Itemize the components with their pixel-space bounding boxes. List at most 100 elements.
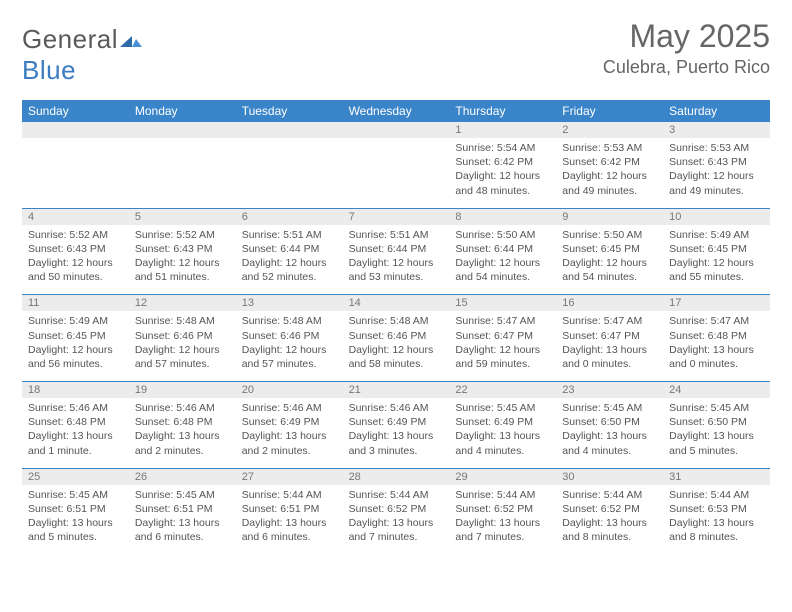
day-cell: Sunrise: 5:46 AMSunset: 6:49 PMDaylight:… bbox=[343, 398, 450, 468]
day-cell: Sunrise: 5:44 AMSunset: 6:52 PMDaylight:… bbox=[556, 485, 663, 555]
day-cell: Sunrise: 5:53 AMSunset: 6:43 PMDaylight:… bbox=[663, 138, 770, 208]
day-cell: Sunrise: 5:54 AMSunset: 6:42 PMDaylight:… bbox=[449, 138, 556, 208]
daylight-text-1: Daylight: 13 hours bbox=[28, 429, 123, 443]
daylight-text-1: Daylight: 12 hours bbox=[455, 343, 550, 357]
sunset-text: Sunset: 6:48 PM bbox=[135, 415, 230, 429]
daylight-text-2: and 50 minutes. bbox=[28, 270, 123, 284]
sunrise-text: Sunrise: 5:54 AM bbox=[455, 141, 550, 155]
day-header-row: Sunday Monday Tuesday Wednesday Thursday… bbox=[22, 100, 770, 122]
day-number: 20 bbox=[236, 382, 343, 398]
sunrise-text: Sunrise: 5:46 AM bbox=[28, 401, 123, 415]
sunrise-text: Sunrise: 5:46 AM bbox=[242, 401, 337, 415]
sunrise-text: Sunrise: 5:51 AM bbox=[349, 228, 444, 242]
sunrise-text: Sunrise: 5:52 AM bbox=[135, 228, 230, 242]
sunrise-text: Sunrise: 5:46 AM bbox=[349, 401, 444, 415]
day-header: Monday bbox=[129, 100, 236, 122]
sunset-text: Sunset: 6:47 PM bbox=[455, 329, 550, 343]
day-cell: Sunrise: 5:47 AMSunset: 6:47 PMDaylight:… bbox=[449, 311, 556, 381]
daylight-text-1: Daylight: 13 hours bbox=[562, 429, 657, 443]
sunset-text: Sunset: 6:43 PM bbox=[135, 242, 230, 256]
sunrise-text: Sunrise: 5:44 AM bbox=[349, 488, 444, 502]
daylight-text-1: Daylight: 12 hours bbox=[669, 169, 764, 183]
sunrise-text: Sunrise: 5:48 AM bbox=[242, 314, 337, 328]
sunset-text: Sunset: 6:45 PM bbox=[28, 329, 123, 343]
sunset-text: Sunset: 6:45 PM bbox=[562, 242, 657, 256]
daylight-text-2: and 49 minutes. bbox=[562, 184, 657, 198]
title-block: May 2025 Culebra, Puerto Rico bbox=[603, 18, 770, 78]
daylight-text-1: Daylight: 13 hours bbox=[242, 429, 337, 443]
daylight-text-2: and 2 minutes. bbox=[242, 444, 337, 458]
day-cell: Sunrise: 5:45 AMSunset: 6:50 PMDaylight:… bbox=[663, 398, 770, 468]
daylight-text-1: Daylight: 13 hours bbox=[669, 429, 764, 443]
day-number: 17 bbox=[663, 295, 770, 311]
daylight-text-2: and 1 minute. bbox=[28, 444, 123, 458]
day-cell bbox=[22, 138, 129, 208]
sunset-text: Sunset: 6:44 PM bbox=[242, 242, 337, 256]
daylight-text-1: Daylight: 13 hours bbox=[455, 429, 550, 443]
day-header: Thursday bbox=[449, 100, 556, 122]
sunset-text: Sunset: 6:52 PM bbox=[349, 502, 444, 516]
daylight-text-1: Daylight: 12 hours bbox=[455, 169, 550, 183]
day-cell: Sunrise: 5:45 AMSunset: 6:51 PMDaylight:… bbox=[22, 485, 129, 555]
day-content-row: Sunrise: 5:46 AM Sunset: 6:48 PM Daylight:… bbox=[22, 398, 770, 468]
logo-mark-icon bbox=[120, 24, 142, 55]
day-cell: Sunrise: 5:52 AMSunset: 6:43 PMDaylight:… bbox=[129, 225, 236, 295]
day-cell: Sunrise: 5:50 AMSunset: 6:44 PMDaylight:… bbox=[449, 225, 556, 295]
daylight-text-1: Daylight: 12 hours bbox=[28, 256, 123, 270]
daylight-text-2: and 57 minutes. bbox=[242, 357, 337, 371]
day-header: Wednesday bbox=[343, 100, 450, 122]
daylight-text-1: Daylight: 13 hours bbox=[349, 516, 444, 530]
daylight-text-2: and 5 minutes. bbox=[28, 530, 123, 544]
day-cell: Sunrise: 5:44 AMSunset: 6:53 PMDaylight:… bbox=[663, 485, 770, 555]
day-number: 18 bbox=[22, 382, 129, 398]
day-number: 27 bbox=[236, 469, 343, 485]
day-number: 10 bbox=[663, 209, 770, 225]
day-cell: Sunrise: 5:51 AMSunset: 6:44 PMDaylight:… bbox=[343, 225, 450, 295]
daylight-text-1: Daylight: 13 hours bbox=[28, 516, 123, 530]
day-number: 31 bbox=[663, 469, 770, 485]
day-number: 1 bbox=[449, 122, 556, 138]
brand-text-2: Blue bbox=[22, 55, 76, 85]
daylight-text-2: and 3 minutes. bbox=[349, 444, 444, 458]
sunset-text: Sunset: 6:51 PM bbox=[28, 502, 123, 516]
sunrise-text: Sunrise: 5:48 AM bbox=[135, 314, 230, 328]
sunset-text: Sunset: 6:42 PM bbox=[455, 155, 550, 169]
daylight-text-1: Daylight: 12 hours bbox=[562, 256, 657, 270]
daylight-text-1: Daylight: 13 hours bbox=[455, 516, 550, 530]
day-number: 9 bbox=[556, 209, 663, 225]
sunset-text: Sunset: 6:44 PM bbox=[455, 242, 550, 256]
header-bar: GeneralBlue May 2025 Culebra, Puerto Ric… bbox=[22, 18, 770, 86]
daylight-text-2: and 5 minutes. bbox=[669, 444, 764, 458]
day-header: Friday bbox=[556, 100, 663, 122]
sunrise-text: Sunrise: 5:52 AM bbox=[28, 228, 123, 242]
daynum-row: 45678910 bbox=[22, 209, 770, 225]
sunrise-text: Sunrise: 5:44 AM bbox=[562, 488, 657, 502]
weeks-container: 123Sunrise: 5:54 AMSunset: 6:42 PMDaylig… bbox=[22, 122, 770, 554]
daylight-text-2: and 4 minutes. bbox=[562, 444, 657, 458]
sunrise-text: Sunrise: 5:44 AM bbox=[669, 488, 764, 502]
month-title: May 2025 bbox=[603, 18, 770, 55]
sunrise-text: Sunrise: 5:45 AM bbox=[455, 401, 550, 415]
sunset-text: Sunset: 6:50 PM bbox=[669, 415, 764, 429]
day-number: 19 bbox=[129, 382, 236, 398]
day-content-row: Sunrise: 5:49 AMSunset: 6:45 PMDaylight:… bbox=[22, 311, 770, 381]
day-cell: Sunrise: 5:49 AMSunset: 6:45 PMDaylight:… bbox=[663, 225, 770, 295]
day-cell: Sunrise: 5:47 AMSunset: 6:48 PMDaylight:… bbox=[663, 311, 770, 381]
sunset-text: Sunset: 6:46 PM bbox=[242, 329, 337, 343]
day-number: 8 bbox=[449, 209, 556, 225]
calendar-grid: Sunday Monday Tuesday Wednesday Thursday… bbox=[22, 100, 770, 554]
day-number: 24 bbox=[663, 382, 770, 398]
sunset-text: Sunset: 6:42 PM bbox=[562, 155, 657, 169]
daylight-text-2: and 0 minutes. bbox=[669, 357, 764, 371]
daylight-text-1: Daylight: 13 hours bbox=[562, 516, 657, 530]
daylight-text-2: and 49 minutes. bbox=[669, 184, 764, 198]
day-number: 15 bbox=[449, 295, 556, 311]
sunrise-text: Sunrise: 5:47 AM bbox=[455, 314, 550, 328]
day-number: 12 bbox=[129, 295, 236, 311]
day-cell: Sunrise: 5:49 AMSunset: 6:45 PMDaylight:… bbox=[22, 311, 129, 381]
daylight-text-1: Daylight: 12 hours bbox=[242, 343, 337, 357]
daylight-text-2: and 56 minutes. bbox=[28, 357, 123, 371]
day-content-row: Sunrise: 5:45 AMSunset: 6:51 PMDaylight:… bbox=[22, 485, 770, 555]
daylight-text-2: and 52 minutes. bbox=[242, 270, 337, 284]
sunrise-text: Sunrise: 5:53 AM bbox=[669, 141, 764, 155]
